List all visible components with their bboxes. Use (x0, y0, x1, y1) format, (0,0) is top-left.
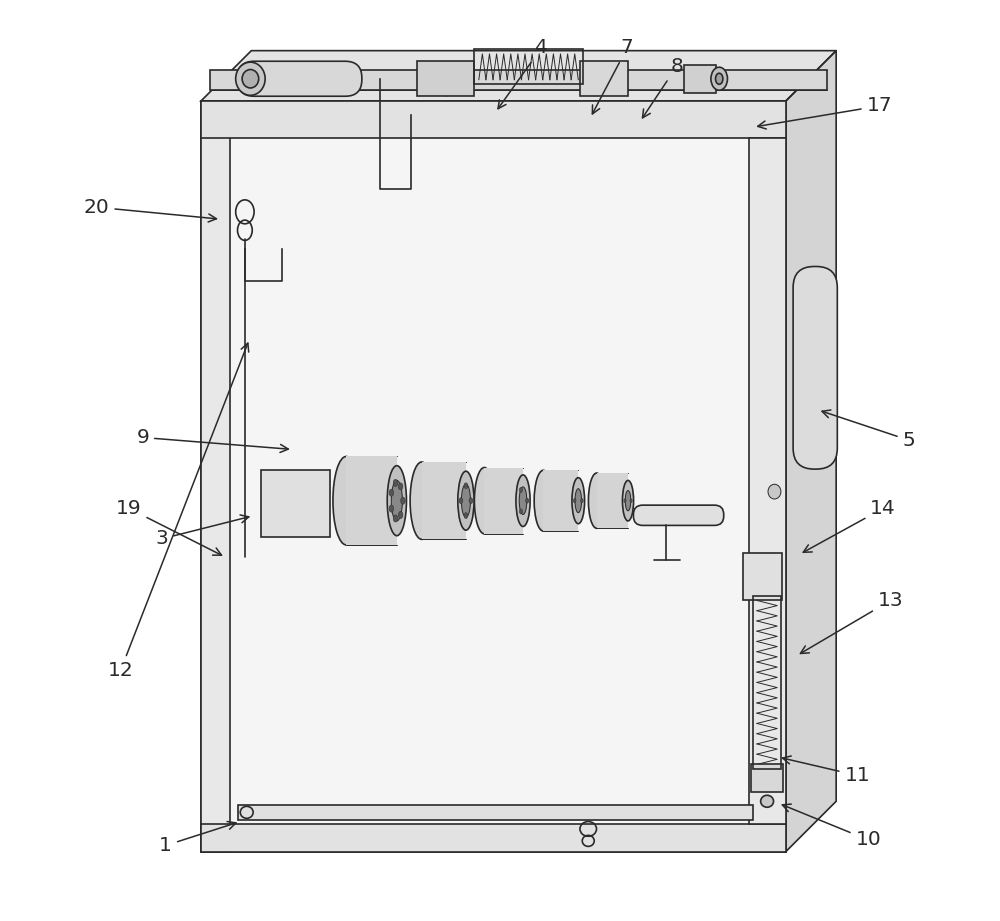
Text: 19: 19 (116, 499, 222, 555)
Ellipse shape (387, 466, 406, 536)
Ellipse shape (464, 513, 468, 519)
Bar (261, 471, 330, 537)
Text: 20: 20 (84, 198, 216, 222)
Ellipse shape (474, 468, 494, 534)
Bar (474, 50, 583, 85)
Bar (484, 468, 523, 534)
Ellipse shape (389, 505, 394, 512)
Ellipse shape (333, 457, 359, 545)
Ellipse shape (459, 497, 463, 504)
Ellipse shape (242, 70, 259, 88)
Bar (580, 62, 628, 97)
Polygon shape (201, 51, 836, 101)
Bar (422, 462, 466, 540)
Ellipse shape (575, 489, 582, 513)
Bar (346, 457, 397, 545)
Ellipse shape (572, 478, 585, 524)
Text: 10: 10 (782, 804, 881, 849)
Text: 3: 3 (156, 515, 249, 548)
Ellipse shape (519, 487, 522, 493)
Ellipse shape (398, 511, 403, 519)
Ellipse shape (625, 491, 631, 511)
Ellipse shape (630, 499, 632, 503)
Bar (597, 473, 628, 529)
Ellipse shape (534, 471, 552, 531)
Ellipse shape (711, 67, 727, 90)
Ellipse shape (458, 472, 474, 530)
Ellipse shape (624, 499, 626, 503)
Ellipse shape (410, 462, 433, 540)
Ellipse shape (398, 483, 403, 490)
Ellipse shape (236, 63, 265, 96)
Bar (684, 65, 716, 93)
Ellipse shape (526, 498, 529, 503)
Text: 5: 5 (822, 410, 915, 449)
Ellipse shape (461, 484, 470, 518)
Bar (417, 62, 474, 97)
Ellipse shape (389, 489, 394, 496)
FancyBboxPatch shape (793, 266, 837, 469)
Ellipse shape (716, 74, 723, 85)
Ellipse shape (519, 487, 527, 515)
Ellipse shape (573, 498, 576, 503)
Ellipse shape (516, 475, 530, 527)
Text: 14: 14 (803, 499, 896, 553)
Bar (201, 101, 230, 852)
Bar (201, 101, 786, 852)
Text: 9: 9 (136, 428, 288, 452)
Bar (753, 596, 781, 769)
Bar (743, 553, 782, 600)
Ellipse shape (588, 473, 605, 529)
Text: 17: 17 (758, 97, 892, 129)
FancyBboxPatch shape (238, 62, 362, 97)
Bar (749, 138, 786, 824)
Bar (238, 805, 753, 820)
Ellipse shape (391, 481, 402, 521)
Text: 1: 1 (159, 822, 236, 855)
Ellipse shape (581, 498, 583, 503)
Ellipse shape (761, 795, 774, 807)
Text: 11: 11 (783, 756, 870, 785)
Ellipse shape (464, 483, 468, 489)
Bar (201, 824, 786, 852)
Bar (751, 764, 783, 792)
Polygon shape (786, 51, 836, 852)
Ellipse shape (393, 515, 398, 522)
Text: 12: 12 (108, 344, 249, 680)
Ellipse shape (393, 479, 398, 486)
Text: 7: 7 (592, 39, 633, 114)
Bar (543, 471, 578, 531)
Bar (201, 101, 786, 138)
Ellipse shape (401, 497, 405, 504)
Bar (210, 70, 827, 90)
FancyBboxPatch shape (633, 505, 724, 525)
Text: 13: 13 (800, 591, 903, 654)
Ellipse shape (622, 481, 634, 521)
Ellipse shape (519, 509, 522, 514)
Text: 8: 8 (642, 57, 683, 118)
Ellipse shape (469, 497, 473, 504)
Text: 4: 4 (498, 39, 548, 109)
Ellipse shape (768, 484, 781, 499)
